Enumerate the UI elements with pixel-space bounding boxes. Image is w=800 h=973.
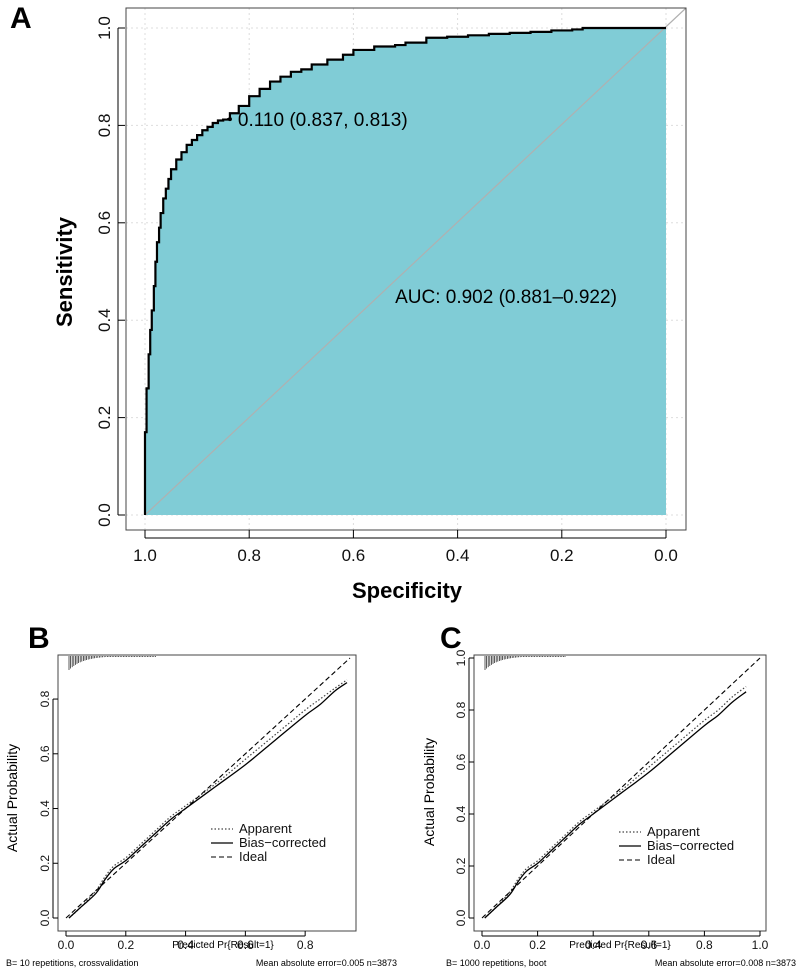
legend-label: Bias−corrected: [239, 835, 326, 850]
y-tick-label: 0.8: [454, 701, 468, 718]
plot-frame: [473, 654, 767, 932]
x-tick-label: 0.2: [529, 938, 546, 952]
x-tick-label: 1.0: [133, 546, 157, 565]
legend-label: Bias−corrected: [647, 838, 734, 853]
roc-curve: [143, 26, 666, 515]
panel-a-y-label: Sensitivity: [52, 216, 77, 327]
panel-a-frame: [125, 7, 687, 531]
panel-c-y-label: Actual Probability: [421, 738, 437, 846]
panel-a-y-axis: 0.0 0.2 0.4 0.6 0.8 1.0: [95, 16, 125, 527]
panel-a-roc-chart: A 1.0 0.8 0.6 0.4 0.2 0.0 0.00.20.40.60.81.0 …: [10, 2, 687, 603]
panel-a-x-axis: 1.0 0.8 0.6 0.4 0.2 0.0: [133, 530, 678, 565]
x-tick-label: 1.0: [752, 938, 769, 952]
x-tick-label: 0.6: [237, 938, 254, 952]
y-tick-label: 0.4: [38, 800, 52, 817]
series-ideal: [65, 657, 351, 919]
roc-threshold-annotation: 0.110 (0.837, 0.813): [238, 110, 408, 131]
x-tick-label: 0.4: [446, 546, 470, 565]
series-apparent: [68, 679, 348, 919]
series-bias-corrected: [484, 691, 747, 919]
y-tick-label: 0.4: [454, 805, 468, 822]
panel-b-label: B: [28, 622, 50, 655]
x-tick-label: 0.4: [585, 938, 602, 952]
plot-frame: [57, 654, 357, 932]
x-tick-label: 0.0: [654, 546, 678, 565]
series-ideal: [481, 657, 761, 919]
y-tick-label: 1.0: [454, 649, 468, 666]
panel-a-x-label: Specificity: [352, 578, 463, 603]
legend-label: Ideal: [239, 849, 267, 864]
panel-b-calibration-chart: B 0.0 0.2 0.4 0.6 0.8 0.0 0.2 0.4 0.6 0.8 Apparent…: [4, 622, 397, 968]
x-tick-label: 0.6: [640, 938, 657, 952]
y-tick-label: 0.2: [95, 406, 114, 430]
panel-b-y-label: Actual Probability: [4, 744, 20, 852]
roc-diagonal-line: [144, 7, 687, 516]
legend-label: Apparent: [647, 824, 700, 839]
legend-label: Apparent: [239, 821, 292, 836]
x-tick-label: 0.8: [297, 938, 314, 952]
x-tick-label: 0.2: [550, 546, 574, 565]
panel-c-calibration-chart: C 0.0 0.2 0.4 0.6 0.8 1.0 0.0 0.2 0.4 0.6 0.8 1.0 Ap…: [421, 622, 796, 968]
y-tick-label: 1.0: [95, 16, 114, 40]
y-tick-label: 0.8: [38, 690, 52, 707]
x-tick-label: 0.0: [474, 938, 491, 952]
y-tick-label: 0.8: [95, 114, 114, 138]
roc-threshold-point: [227, 117, 232, 122]
panel-c-x-label: Predicted Pr{Result=1}: [569, 940, 671, 951]
x-tick-label: 0.4: [177, 938, 194, 952]
panel-b-x-label: Predicted Pr{Result=1}: [172, 940, 274, 951]
y-tick-label: 0.6: [95, 211, 114, 235]
y-tick-label: 0.6: [454, 753, 468, 770]
x-tick-label: 0.0: [58, 938, 75, 952]
y-tick-label: 0.2: [454, 857, 468, 874]
panel-b-footer-left: B= 10 repetitions, crossvalidation: [6, 958, 138, 968]
x-tick-label: 0.8: [237, 546, 261, 565]
panel-c-label: C: [440, 622, 462, 655]
legend-label: Ideal: [647, 852, 675, 867]
y-tick-label: 0.4: [95, 308, 114, 332]
series-apparent: [484, 686, 747, 919]
y-tick-label: 0.0: [38, 909, 52, 926]
panel-c-footer-left: B= 1000 repetitions, boot: [446, 958, 547, 968]
y-tick-label: 0.0: [95, 503, 114, 527]
y-tick-label: 0.6: [38, 745, 52, 762]
x-tick-label: 0.8: [696, 938, 713, 952]
x-tick-label: 0.6: [342, 546, 366, 565]
panel-b-footer-right: Mean absolute error=0.005 n=3873: [256, 958, 397, 968]
y-tick-label: 0.0: [454, 909, 468, 926]
series-bias-corrected: [68, 682, 348, 919]
roc-auc-annotation: AUC: 0.902 (0.881–0.922): [395, 287, 617, 308]
y-tick-label: 0.2: [38, 855, 52, 872]
panel-c-footer-right: Mean absolute error=0.008 n=3873: [655, 958, 796, 968]
x-tick-label: 0.2: [117, 938, 134, 952]
panel-a-label: A: [10, 2, 32, 35]
